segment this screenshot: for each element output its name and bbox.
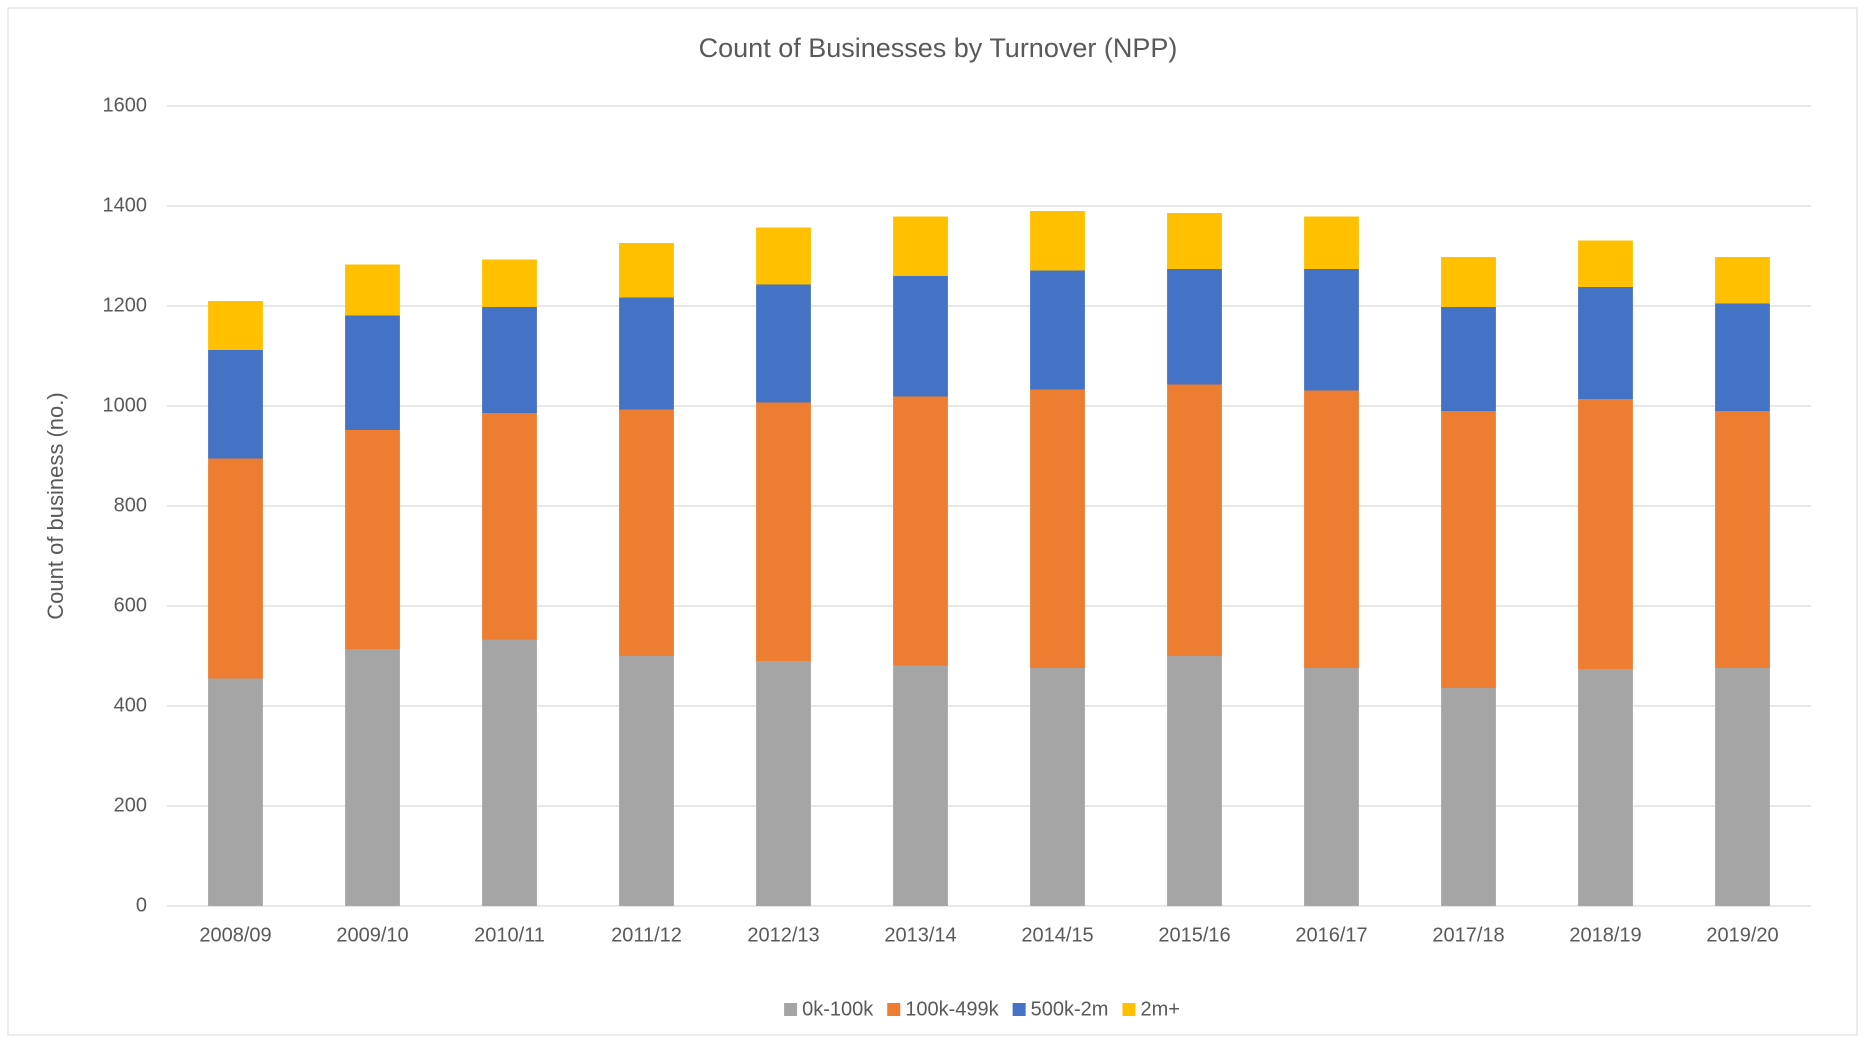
x-tick-label: 2010/11 (474, 924, 545, 946)
legend-swatch (1122, 1003, 1136, 1016)
legend-label: 2m+ (1140, 998, 1179, 1020)
bar-segment (1441, 411, 1496, 688)
x-tick-label: 2018/19 (1569, 924, 1641, 946)
bar-segment (1167, 656, 1222, 906)
bar-segment (1441, 688, 1496, 906)
legend-label: 100k-499k (905, 998, 999, 1020)
x-tick-label: 2016/17 (1295, 924, 1367, 946)
bar-segment (619, 656, 674, 906)
bar-segment (1578, 287, 1633, 399)
y-tick-label: 800 (114, 494, 147, 516)
bar-segment (893, 665, 948, 906)
legend-swatch (784, 1003, 798, 1016)
bar-segment (1578, 240, 1633, 287)
bar-segment (208, 458, 263, 679)
bar-segment (345, 264, 400, 316)
bar-segment (893, 216, 948, 276)
x-tick-label: 2019/20 (1706, 924, 1778, 946)
bar-segment (619, 243, 674, 298)
bar-segment (1304, 390, 1359, 668)
bar-segment (619, 409, 674, 656)
x-tick-label: 2014/15 (1021, 924, 1093, 946)
bar-segment (1441, 257, 1496, 307)
bar-segment (1030, 668, 1085, 906)
bar-segment (1715, 668, 1770, 906)
x-tick-label: 2009/10 (336, 924, 408, 946)
bar-segment (1715, 303, 1770, 411)
bar-segment (1304, 216, 1359, 269)
bar-segment (1030, 270, 1085, 390)
y-tick-label: 400 (114, 694, 147, 716)
bar-segment (482, 259, 537, 307)
bar-segment (619, 297, 674, 410)
bar-segment (345, 649, 400, 906)
x-tick-label: 2017/18 (1432, 924, 1504, 946)
legend-label: 0k-100k (802, 998, 874, 1020)
x-tick-label: 2008/09 (199, 924, 271, 946)
bar-segment (756, 661, 811, 906)
bar-segment (208, 301, 263, 350)
x-tick-label: 2012/13 (747, 924, 819, 946)
bar-segment (1304, 668, 1359, 906)
y-axis-label: Count of business (no.) (43, 392, 68, 619)
y-tick-label: 0 (136, 894, 147, 916)
x-tick-label: 2013/14 (884, 924, 956, 946)
bar-segment (756, 284, 811, 403)
bar-segment (1715, 411, 1770, 668)
bar-segment (1578, 669, 1633, 906)
bar-segment (1578, 399, 1633, 669)
bar-segment (482, 413, 537, 640)
bar-segment (756, 227, 811, 285)
bar-segment (1441, 307, 1496, 411)
bar-segment (1030, 211, 1085, 271)
bar-segment (893, 276, 948, 397)
bar-segment (1304, 269, 1359, 391)
bar-segment (756, 402, 811, 661)
y-tick-label: 1200 (103, 294, 148, 316)
x-tick-label: 2015/16 (1158, 924, 1230, 946)
bar-segment (1167, 384, 1222, 656)
bar-segment (345, 315, 400, 430)
bar-segment (1167, 213, 1222, 269)
bar-segment (893, 396, 948, 666)
bar-segment (1715, 257, 1770, 304)
y-tick-label: 1400 (103, 194, 148, 216)
legend-swatch (887, 1003, 901, 1016)
bar-segment (345, 430, 400, 649)
y-tick-label: 200 (114, 794, 147, 816)
y-tick-label: 1000 (103, 394, 148, 416)
chart-title: Count of Businesses by Turnover (NPP) (699, 33, 1178, 63)
x-tick-label: 2011/12 (611, 924, 682, 946)
legend-label: 500k-2m (1031, 998, 1109, 1020)
bar-segment (482, 639, 537, 906)
bar-segment (208, 678, 263, 906)
bar-segment (1167, 269, 1222, 385)
legend-swatch (1012, 1003, 1026, 1016)
bar-segment (1030, 389, 1085, 668)
bar-segment (208, 350, 263, 459)
y-tick-label: 1600 (103, 94, 148, 116)
bar-segment (482, 307, 537, 413)
y-tick-label: 600 (114, 594, 147, 616)
